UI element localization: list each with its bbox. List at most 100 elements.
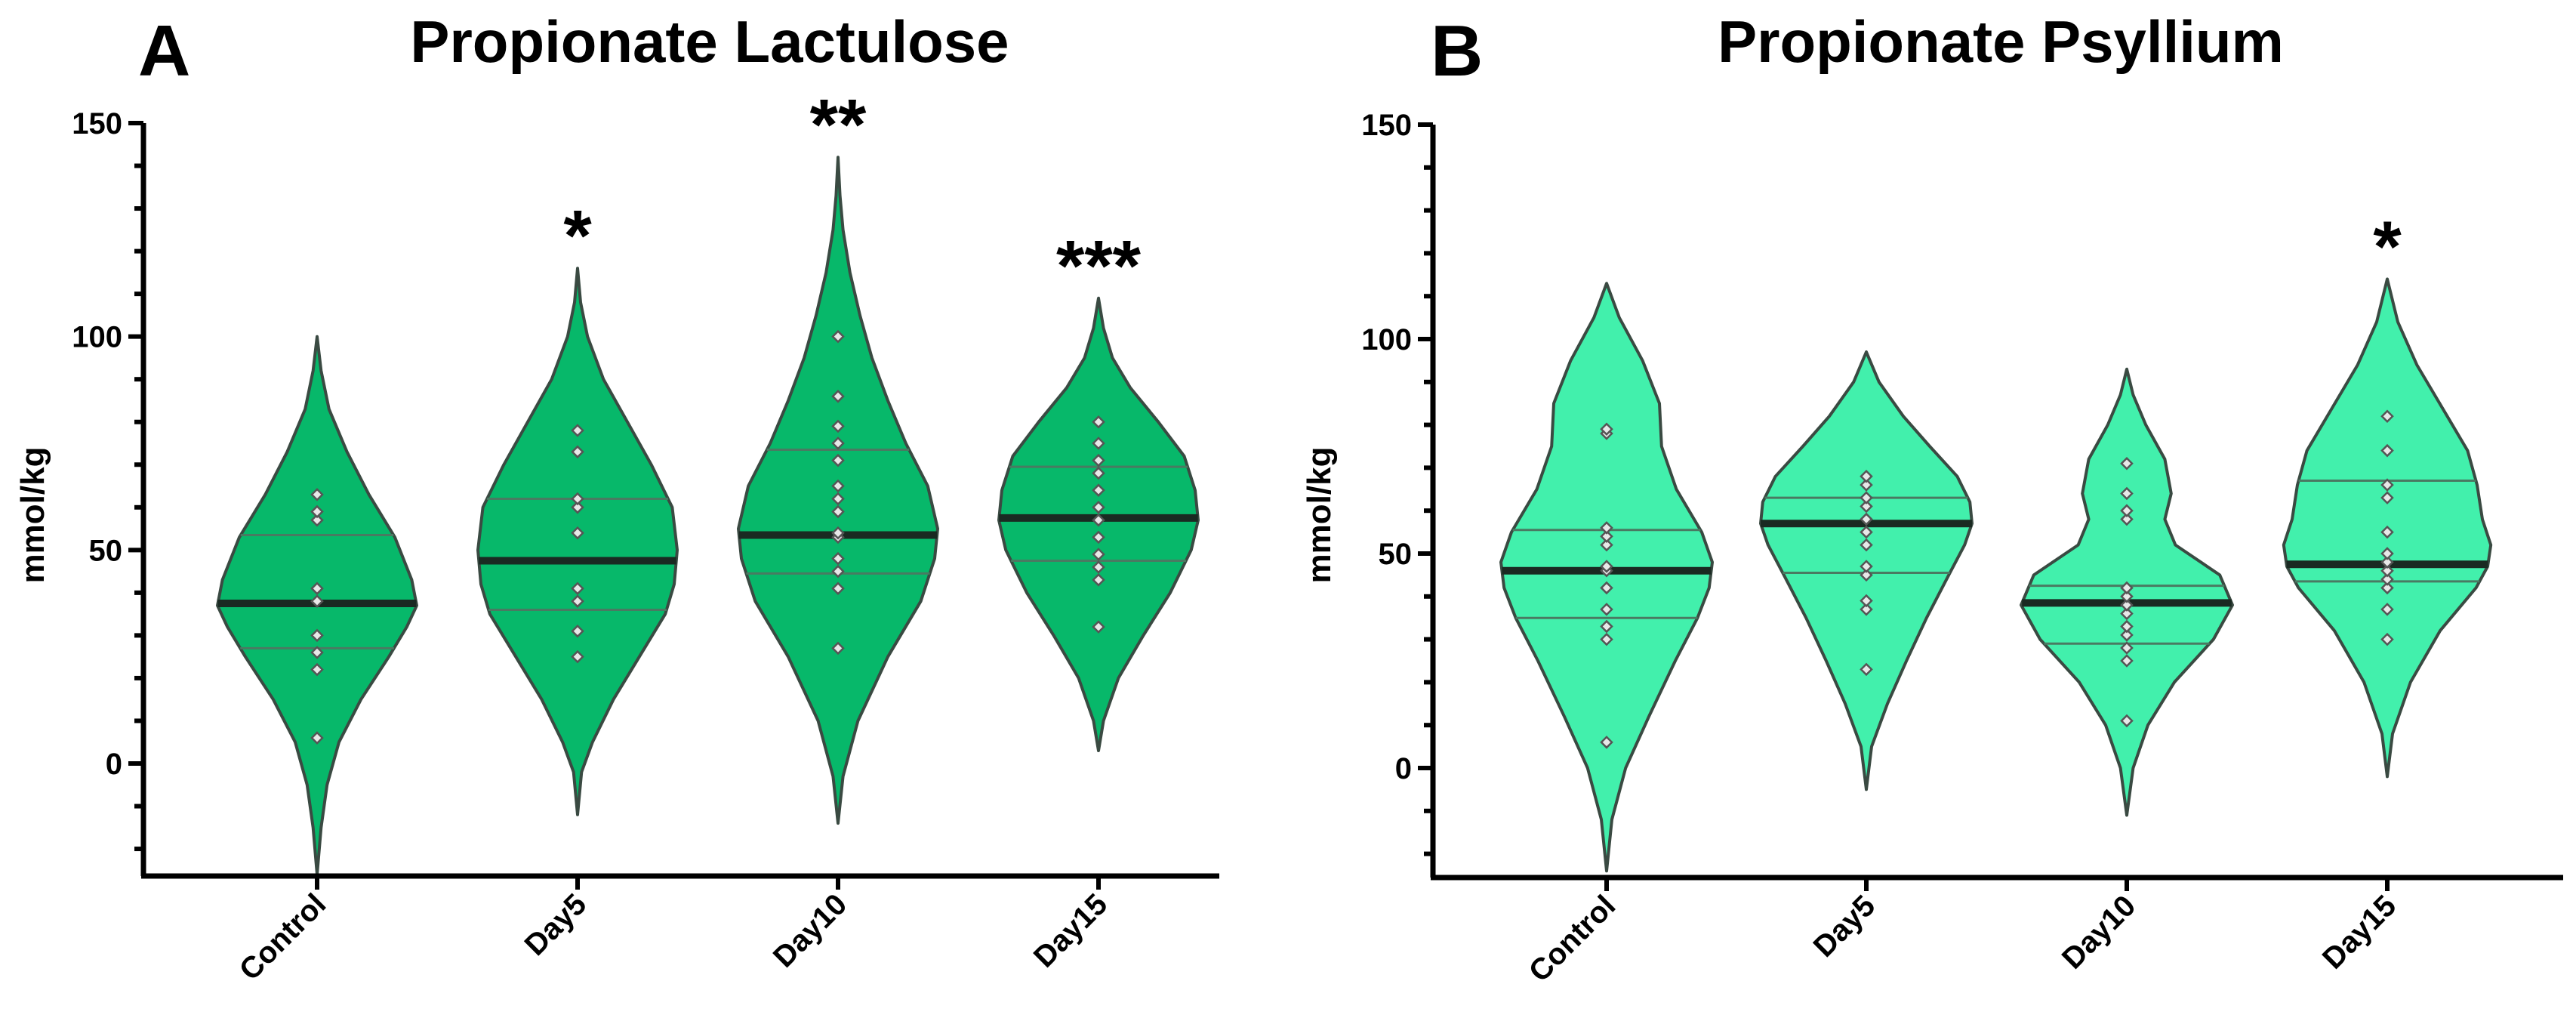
data-point bbox=[571, 445, 584, 459]
data-point bbox=[2120, 581, 2134, 595]
data-point bbox=[2120, 619, 2134, 634]
data-point bbox=[2380, 632, 2394, 646]
data-point bbox=[2380, 525, 2394, 539]
x-tick-label: Day15 bbox=[2316, 889, 2402, 975]
significance-marker: *** bbox=[1056, 226, 1142, 307]
data-point bbox=[1092, 548, 1105, 561]
data-point bbox=[1600, 529, 1613, 544]
data-point bbox=[831, 504, 845, 519]
data-point bbox=[310, 731, 324, 745]
violin-control bbox=[216, 335, 418, 876]
data-point bbox=[1092, 466, 1105, 480]
data-point bbox=[2380, 563, 2394, 578]
data-point bbox=[2120, 504, 2134, 517]
violin-body bbox=[476, 267, 679, 816]
data-point bbox=[310, 504, 324, 519]
data-point bbox=[571, 594, 584, 608]
data-point bbox=[571, 424, 584, 437]
data-point bbox=[2120, 512, 2134, 526]
y-axis-label: mmol/kg bbox=[1301, 447, 1338, 584]
x-tick-label: Day10 bbox=[2056, 889, 2142, 975]
data-point bbox=[1860, 603, 1873, 616]
data-point bbox=[831, 329, 845, 344]
data-point bbox=[1600, 632, 1613, 646]
data-point bbox=[831, 492, 845, 506]
data-point bbox=[571, 649, 584, 664]
data-point bbox=[2380, 555, 2394, 569]
data-point bbox=[1860, 469, 1873, 483]
data-point bbox=[571, 492, 584, 506]
data-point bbox=[831, 437, 845, 450]
data-point bbox=[310, 662, 324, 677]
x-tick-label: Day5 bbox=[519, 887, 593, 962]
data-point bbox=[571, 526, 584, 540]
data-point bbox=[1600, 422, 1613, 437]
data-point bbox=[1600, 736, 1613, 749]
significance-marker: ** bbox=[810, 85, 867, 165]
data-point bbox=[1092, 560, 1105, 574]
data-point bbox=[1860, 499, 1873, 514]
y-tick-label: 150 bbox=[1361, 109, 1412, 142]
data-point bbox=[1092, 501, 1105, 514]
data-point bbox=[310, 594, 324, 608]
y-tick-label: 50 bbox=[89, 534, 123, 567]
violin-control bbox=[1499, 282, 1714, 873]
data-point bbox=[2380, 581, 2394, 595]
data-point bbox=[831, 564, 845, 578]
data-point bbox=[2120, 456, 2134, 470]
data-point bbox=[1600, 560, 1613, 573]
violin-day10: ** bbox=[737, 85, 939, 825]
data-point bbox=[2120, 628, 2134, 642]
data-point bbox=[1092, 530, 1105, 544]
data-point bbox=[2120, 714, 2134, 728]
y-tick-label: 100 bbox=[72, 321, 122, 354]
data-point bbox=[310, 646, 324, 659]
violin-day15: *** bbox=[997, 226, 1200, 752]
data-point bbox=[310, 581, 324, 595]
y-tick-label: 100 bbox=[1361, 323, 1412, 356]
data-point bbox=[1092, 415, 1105, 429]
data-point bbox=[1600, 538, 1613, 552]
x-tick-label: Day15 bbox=[1028, 887, 1114, 973]
data-point bbox=[1860, 568, 1873, 582]
data-point bbox=[310, 513, 324, 527]
panel-letter: B bbox=[1431, 11, 1483, 91]
x-tick-label: Day5 bbox=[1807, 889, 1882, 964]
significance-marker: * bbox=[563, 196, 592, 276]
data-point bbox=[1600, 521, 1613, 535]
data-point bbox=[831, 641, 845, 656]
data-point bbox=[2380, 443, 2394, 458]
plot-area: * 0 50 100 150 Control Day5 Day10 Day15 bbox=[1361, 109, 2563, 989]
data-point bbox=[571, 624, 584, 638]
data-point bbox=[1860, 478, 1873, 492]
significance-marker: * bbox=[2373, 206, 2402, 287]
data-point bbox=[831, 453, 845, 467]
data-point bbox=[2380, 491, 2394, 504]
data-point bbox=[831, 390, 845, 403]
data-point bbox=[310, 488, 324, 501]
data-point bbox=[571, 501, 584, 514]
data-point bbox=[2120, 654, 2134, 668]
y-axis-label: mmol/kg bbox=[14, 447, 51, 584]
data-point bbox=[2120, 598, 2134, 612]
panel-letter: A bbox=[138, 11, 190, 91]
data-point bbox=[1860, 594, 1873, 608]
data-point bbox=[1860, 512, 1873, 526]
data-point bbox=[2380, 603, 2394, 616]
data-point bbox=[831, 419, 845, 433]
data-point bbox=[1860, 662, 1873, 677]
chart-title: Propionate Psyllium bbox=[1718, 8, 2284, 75]
violin-day10 bbox=[2020, 367, 2234, 817]
data-point bbox=[1092, 573, 1105, 587]
data-point bbox=[1860, 525, 1873, 539]
y-tick-label: 0 bbox=[106, 748, 122, 781]
chart-title: Propionate Lactulose bbox=[410, 8, 1009, 75]
violin-day15: * bbox=[2282, 206, 2493, 779]
data-point bbox=[1860, 538, 1873, 552]
data-point bbox=[831, 551, 845, 566]
data-point bbox=[310, 628, 324, 643]
data-point bbox=[2380, 572, 2394, 586]
data-point bbox=[2120, 606, 2134, 621]
data-point bbox=[1092, 483, 1105, 497]
